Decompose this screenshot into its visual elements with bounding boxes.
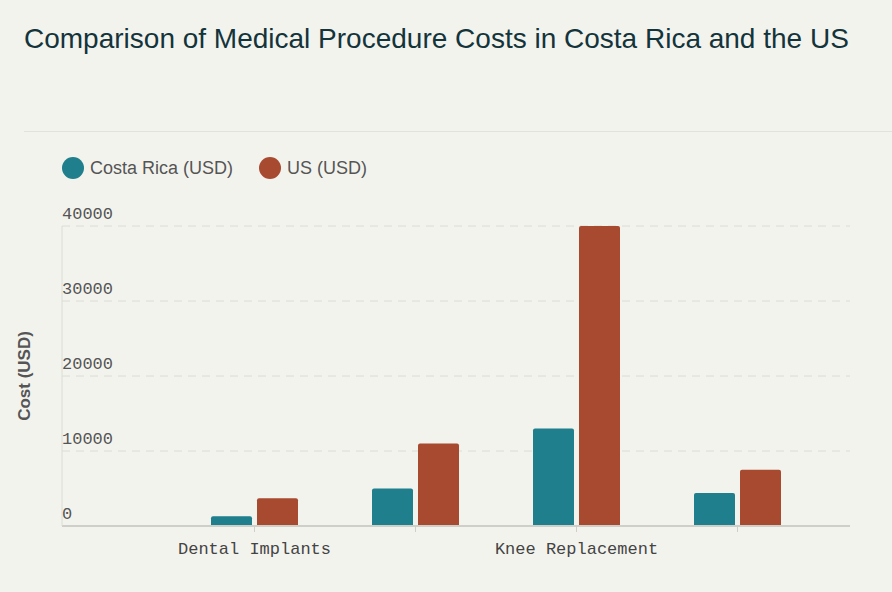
html-text:US (USD): US (USD) [287, 157, 367, 178]
svg-text:20000: 20000 [62, 355, 113, 374]
svg-text:Dental Implants: Dental Implants [178, 540, 331, 559]
html-text:Comparison of Medical Procedur: Comparison of Medical Procedure Costs in… [24, 23, 849, 54]
svg-text:Cost (USD): Cost (USD) [15, 331, 34, 421]
svg-text:30000: 30000 [62, 280, 113, 299]
svg-text:0: 0 [62, 505, 72, 524]
svg-text:Knee Replacement: Knee Replacement [495, 540, 658, 559]
svg-text:10000: 10000 [62, 430, 113, 449]
svg-text:40000: 40000 [62, 205, 113, 224]
html-text:Costa Rica (USD): Costa Rica (USD) [90, 157, 233, 178]
